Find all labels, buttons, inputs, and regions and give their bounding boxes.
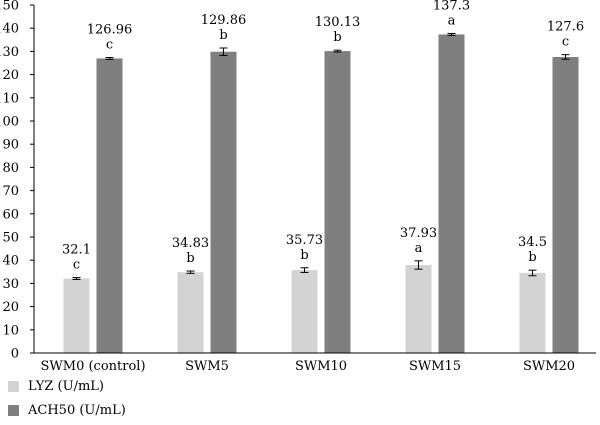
significance-letter: c — [73, 258, 80, 273]
y-tick-label: 100 — [0, 115, 19, 130]
significance-letter: a — [448, 14, 456, 29]
y-tick-label: 110 — [0, 91, 19, 106]
significance-letter: c — [106, 38, 113, 53]
legend-label-ach50: ACH50 (U/mL) — [28, 403, 126, 418]
significance-letter: c — [562, 35, 569, 50]
x-category-label: SWM15 — [409, 359, 461, 374]
x-category-label: SWM5 — [185, 359, 229, 374]
x-category-label: SWM20 — [523, 359, 575, 374]
y-axis: 0 10 20 30 40 50 60 70 80 90 100 110 120 130 140 150 — [0, 0, 35, 362]
bar-lyz — [291, 270, 318, 353]
data-label: 34.83 — [172, 236, 209, 251]
y-tick-label: 40 — [2, 254, 19, 269]
significance-letter: b — [528, 250, 536, 265]
y-tick-label: 150 — [0, 0, 19, 14]
y-tick-label: 30 — [2, 277, 19, 292]
significance-letter: b — [219, 28, 227, 43]
y-tick-label: 20 — [2, 300, 19, 315]
significance-letter: a — [415, 241, 423, 256]
significance-letter: b — [333, 30, 341, 45]
y-tick-label: 70 — [2, 184, 19, 199]
data-label: 37.93 — [400, 226, 437, 241]
x-category-label: SWM10 — [295, 359, 347, 374]
y-tick-label: 80 — [2, 161, 19, 176]
y-tick-label: 10 — [2, 323, 19, 338]
bar-lyz — [405, 265, 432, 353]
significance-letter: b — [186, 251, 194, 266]
bar-ach50 — [96, 58, 123, 354]
y-tick-label: 120 — [0, 68, 19, 83]
bar-ach50 — [324, 51, 351, 354]
bar-lyz — [177, 272, 204, 353]
significance-letter: b — [300, 248, 308, 263]
bar-ach50 — [210, 51, 237, 354]
y-tick-label: 60 — [2, 207, 19, 222]
legend-item-lyz: LYZ (U/mL) — [8, 379, 104, 394]
data-label: 35.73 — [286, 233, 323, 248]
data-label: 130.13 — [315, 15, 361, 30]
data-label: 32.1 — [62, 243, 91, 258]
y-tick-label: 130 — [0, 45, 19, 60]
data-label: 129.86 — [201, 13, 247, 28]
y-tick-label: 0 — [11, 347, 19, 362]
bar-lyz — [519, 272, 546, 353]
data-label: 34.5 — [518, 235, 547, 250]
bar-lyz — [63, 278, 90, 353]
data-label: 127.6 — [547, 20, 584, 35]
x-axis: SWM0 (control) SWM5 SWM10 SWM15 SWM20 — [34, 352, 596, 374]
legend-swatch-lyz — [8, 381, 19, 392]
y-tick-label: 50 — [2, 231, 19, 246]
bar-ach50 — [552, 56, 579, 354]
y-tick-label: 140 — [0, 22, 19, 37]
data-label: 137.3 — [433, 0, 470, 14]
bar-ach50 — [438, 34, 465, 354]
legend-item-ach50: ACH50 (U/mL) — [8, 403, 126, 418]
x-category-label: SWM0 (control) — [40, 359, 145, 374]
data-label: 126.96 — [87, 23, 133, 38]
legend-label-lyz: LYZ (U/mL) — [28, 379, 104, 394]
y-tick-label: 90 — [2, 138, 19, 153]
legend-swatch-ach50 — [8, 405, 19, 416]
